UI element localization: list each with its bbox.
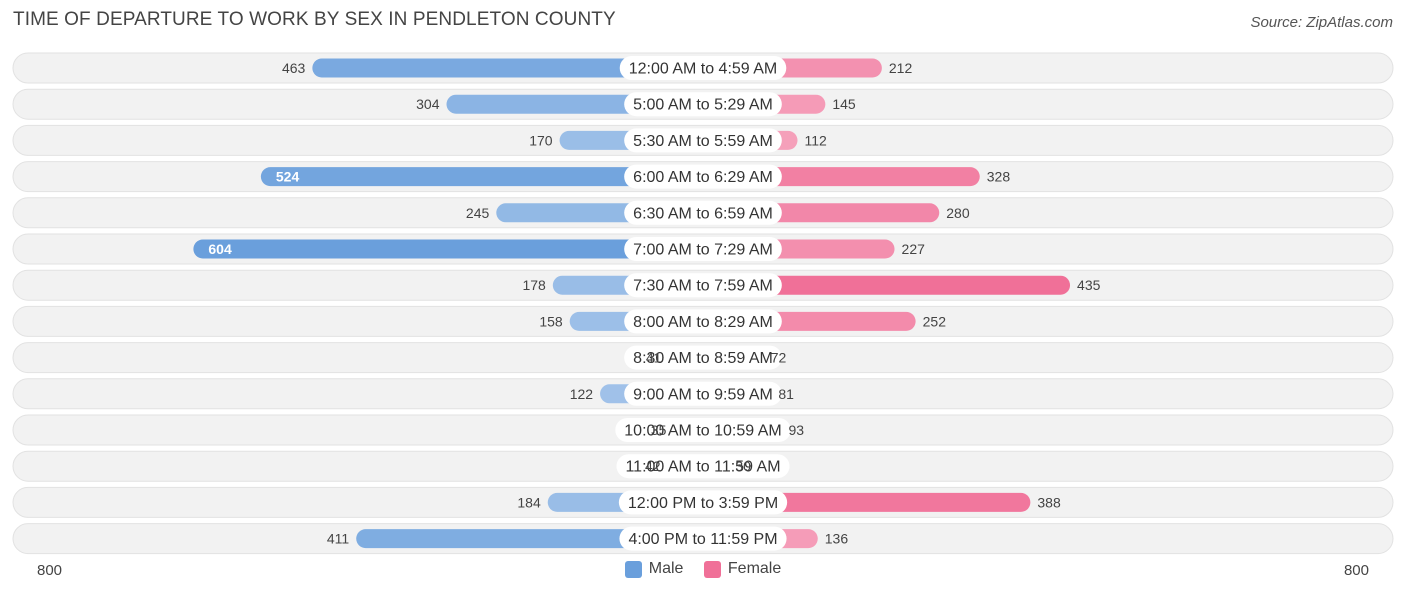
category-label-pill	[624, 164, 782, 189]
category-label-pill	[618, 490, 788, 515]
male-value-label: 604	[208, 241, 232, 257]
category-label: 6:00 AM to 6:29 AM	[633, 169, 773, 186]
legend-label-male: Male	[648, 560, 684, 577]
female-value-label: 112	[805, 132, 828, 148]
category-label: 8:00 AM to 8:29 AM	[633, 314, 773, 331]
male-value-label: 411	[327, 531, 350, 547]
male-value-label: 158	[539, 313, 563, 329]
category-label-pill	[615, 418, 791, 442]
category-label: 7:30 AM to 7:59 AM	[633, 278, 773, 295]
category-label-pill	[624, 128, 782, 153]
female-value-label: 212	[889, 60, 913, 76]
category-label: 4:00 PM to 11:59 PM	[628, 531, 777, 548]
category-label-pill	[624, 200, 782, 225]
male-value-label: 41	[646, 350, 662, 366]
male-bar	[260, 167, 703, 187]
female-value-label: 93	[788, 422, 804, 438]
category-label-pill	[624, 309, 782, 334]
category-label: 11:00 AM to 11:59 AM	[625, 459, 780, 476]
female-value-label: 388	[1037, 494, 1061, 510]
male-value-label: 304	[416, 96, 440, 112]
category-label-pill	[624, 92, 782, 117]
female-value-label: 30	[735, 458, 751, 474]
category-label: 12:00 PM to 3:59 PM	[628, 495, 778, 512]
legend-item-male[interactable]: Male	[624, 560, 684, 578]
female-value-label: 227	[902, 241, 926, 257]
male-bar	[312, 58, 703, 78]
legend-swatch-female	[703, 560, 721, 578]
female-value-label: 435	[1077, 277, 1101, 293]
category-label: 9:00 AM to 9:59 AM	[633, 386, 773, 403]
female-value-label: 72	[771, 350, 787, 366]
female-value-label: 252	[923, 313, 947, 329]
male-value-label: 463	[282, 60, 306, 76]
legend: Male Female	[0, 560, 1406, 583]
male-value-label: 245	[466, 205, 490, 221]
axis-right-label: 800	[1343, 562, 1369, 579]
category-label: 6:30 AM to 6:59 AM	[633, 205, 773, 222]
category-label: 7:00 AM to 7:29 AM	[633, 242, 773, 259]
category-label: 10:00 AM to 10:59 AM	[624, 423, 781, 440]
category-label-pill	[624, 381, 782, 406]
legend-swatch-male	[624, 560, 642, 578]
axis-left-label: 800	[37, 562, 63, 579]
male-value-label: 42	[645, 458, 661, 474]
male-value-label: 184	[517, 494, 541, 510]
source-label: Source: ZipAtlas.com	[1250, 14, 1393, 31]
category-label-pill	[624, 237, 782, 261]
male-value-label: 178	[522, 277, 546, 293]
category-label-pill	[624, 345, 782, 370]
female-value-label: 280	[946, 205, 970, 221]
female-value-label: 81	[778, 386, 794, 402]
female-bar	[703, 275, 1071, 295]
male-value-label: 35	[651, 422, 667, 438]
male-value-label: 524	[276, 169, 300, 185]
category-label-pill	[619, 526, 787, 551]
category-label: 5:00 AM to 5:29 AM	[633, 97, 773, 114]
category-label: 5:30 AM to 5:59 AM	[633, 133, 773, 150]
legend-label-female: Female	[727, 560, 782, 577]
category-label-pill	[624, 273, 782, 298]
male-value-label: 122	[570, 386, 594, 402]
chart-title: TIME OF DEPARTURE TO WORK BY SEX IN PEND…	[13, 9, 616, 30]
legend-item-female[interactable]: Female	[703, 560, 782, 578]
category-label-pill	[616, 454, 790, 479]
category-label: 12:00 AM to 4:59 AM	[629, 61, 778, 78]
female-value-label: 328	[987, 169, 1011, 185]
male-bar	[356, 529, 703, 549]
female-value-label: 145	[832, 96, 856, 112]
category-label-pill	[619, 56, 787, 80]
female-value-label: 136	[825, 531, 849, 547]
male-value-label: 170	[529, 132, 553, 148]
category-label: 8:30 AM to 8:59 AM	[633, 350, 773, 367]
male-bar	[193, 239, 703, 259]
